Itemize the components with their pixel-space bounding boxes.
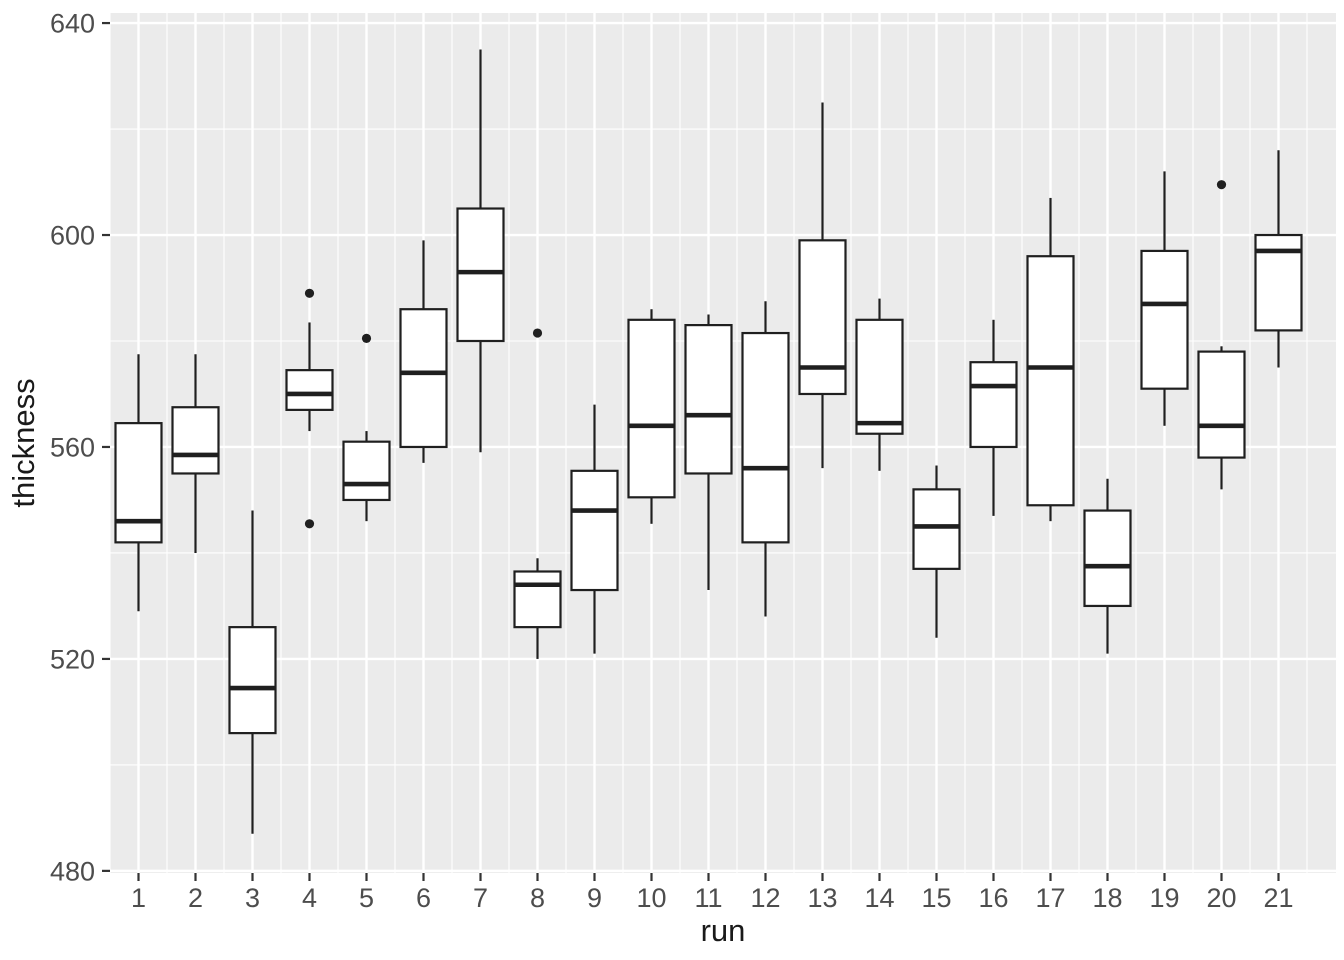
x-tick-label: 2 — [188, 883, 203, 913]
iqr-box — [570, 469, 619, 592]
iqr-box — [399, 308, 448, 449]
boxplot-run-20 — [1197, 180, 1246, 490]
boxplot-run-2 — [171, 354, 220, 553]
iqr-box — [855, 318, 904, 435]
iqr-box — [969, 361, 1018, 449]
boxplot-run-18 — [1083, 478, 1132, 654]
x-tick-label: 9 — [587, 883, 602, 913]
boxplot-run-5 — [342, 333, 391, 522]
iqr-box — [1083, 509, 1132, 608]
x-tick-label: 6 — [416, 883, 431, 913]
iqr-box — [912, 488, 961, 570]
x-tick-label: 13 — [807, 883, 837, 913]
x-tick-label: 8 — [530, 883, 545, 913]
boxplot-run-12 — [741, 301, 790, 617]
iqr-box — [342, 440, 391, 502]
x-tick-label: 21 — [1263, 883, 1293, 913]
boxplot-run-15 — [912, 465, 961, 638]
boxplot-run-17 — [1026, 197, 1075, 522]
boxplot-run-7 — [456, 49, 505, 453]
boxplot-run-21 — [1254, 150, 1303, 368]
boxplot-run-1 — [114, 354, 163, 612]
boxplot-run-19 — [1140, 171, 1189, 426]
outlier-point — [1216, 180, 1227, 190]
iqr-box — [684, 324, 733, 475]
iqr-box — [627, 318, 676, 499]
iqr-box — [228, 626, 277, 735]
y-tick-label: 480 — [50, 856, 95, 886]
x-tick-label: 3 — [245, 883, 260, 913]
boxplot-run-4 — [285, 288, 334, 529]
x-tick-label: 20 — [1206, 883, 1236, 913]
x-tick-label: 14 — [864, 883, 894, 913]
x-tick-label: 17 — [1035, 883, 1065, 913]
boxplot-run-13 — [798, 102, 847, 469]
outlier-point — [532, 328, 543, 338]
x-tick-label: 18 — [1092, 883, 1122, 913]
iqr-box — [1140, 249, 1189, 390]
y-tick-label: 640 — [50, 9, 95, 39]
boxplot-run-9 — [570, 404, 619, 654]
iqr-box — [798, 239, 847, 396]
x-tick-label: 7 — [473, 883, 488, 913]
x-tick-label: 15 — [921, 883, 951, 913]
x-tick-label: 4 — [302, 883, 317, 913]
boxplot-run-10 — [627, 309, 676, 524]
iqr-box — [741, 331, 790, 544]
iqr-box — [456, 207, 505, 343]
outlier-point — [361, 333, 372, 343]
x-tick-label: 1 — [131, 883, 146, 913]
x-tick-label: 5 — [359, 883, 374, 913]
iqr-box — [1197, 350, 1246, 459]
iqr-box — [1026, 255, 1075, 507]
outlier-point — [304, 288, 315, 298]
iqr-box — [171, 406, 220, 475]
x-tick-label: 11 — [694, 883, 722, 913]
x-tick-label: 10 — [636, 883, 666, 913]
x-tick-label: 12 — [750, 883, 780, 913]
boxplot-run-3 — [228, 510, 277, 834]
y-axis-title: thickness — [6, 378, 41, 507]
x-axis-title: run — [701, 913, 746, 948]
iqr-box — [513, 570, 562, 629]
y-tick-label: 560 — [50, 432, 95, 462]
boxplot-run-11 — [684, 314, 733, 591]
x-tick-label: 19 — [1149, 883, 1179, 913]
boxplot-run-8 — [513, 328, 562, 659]
x-tick-label: 16 — [978, 883, 1008, 913]
iqr-box — [285, 369, 334, 411]
boxplot-run-14 — [855, 298, 904, 471]
boxplot-run-16 — [969, 319, 1018, 516]
outlier-point — [304, 519, 315, 529]
boxplot-run-6 — [399, 240, 448, 463]
y-tick-label: 600 — [50, 221, 95, 251]
iqr-box — [114, 422, 163, 544]
y-tick-label: 520 — [50, 644, 95, 674]
